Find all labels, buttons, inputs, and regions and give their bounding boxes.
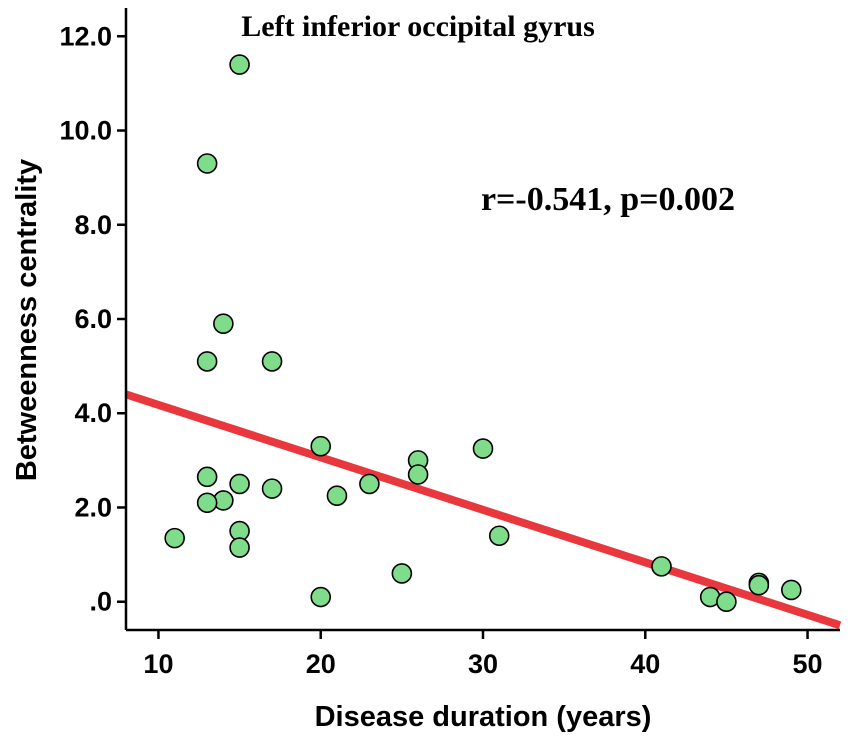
x-tick-label: 20 bbox=[306, 649, 336, 679]
data-point bbox=[488, 525, 510, 547]
data-point bbox=[196, 351, 218, 372]
data-point bbox=[261, 351, 283, 372]
data-point bbox=[213, 313, 234, 335]
data-point bbox=[651, 556, 672, 577]
y-tick-label: .0 bbox=[89, 587, 112, 617]
x-tick-label: 10 bbox=[143, 649, 173, 679]
data-point bbox=[407, 464, 429, 485]
y-tick-label: 4.0 bbox=[74, 398, 112, 428]
y-tick-label: 2.0 bbox=[74, 492, 112, 522]
fit-layer bbox=[124, 390, 842, 630]
data-point bbox=[164, 527, 185, 549]
y-tick-label: 10.0 bbox=[59, 116, 112, 146]
y-tick-label: 6.0 bbox=[74, 304, 112, 334]
points-layer bbox=[164, 54, 802, 613]
data-point bbox=[229, 537, 250, 558]
data-point bbox=[229, 473, 250, 495]
data-point bbox=[716, 591, 737, 613]
chart-title: Left inferior occipital gyrus bbox=[241, 10, 595, 43]
x-tick-label: 30 bbox=[468, 649, 498, 679]
regression-line bbox=[124, 390, 842, 630]
y-tick-label: 12.0 bbox=[59, 21, 112, 51]
data-point bbox=[196, 466, 218, 488]
x-ticks: 10 20 30 40 50 bbox=[143, 630, 823, 679]
data-point bbox=[310, 586, 332, 608]
data-point bbox=[261, 478, 283, 499]
data-point bbox=[748, 574, 770, 596]
data-point bbox=[229, 54, 250, 75]
data-point bbox=[391, 563, 413, 584]
x-axis-title: Disease duration (years) bbox=[315, 701, 652, 733]
data-point bbox=[326, 485, 348, 507]
data-point bbox=[196, 153, 218, 174]
x-tick-label: 50 bbox=[793, 649, 823, 679]
y-ticks: .0 2.0 4.0 6.0 8.0 10.0 12.0 bbox=[59, 21, 126, 617]
data-point bbox=[310, 435, 332, 457]
correlation-annotation: r=-0.541, p=0.002 bbox=[481, 181, 735, 218]
data-point bbox=[359, 473, 380, 495]
y-tick-label: 8.0 bbox=[74, 210, 112, 240]
data-point bbox=[196, 492, 218, 514]
data-point bbox=[781, 579, 802, 601]
data-point bbox=[472, 438, 494, 459]
x-tick-label: 40 bbox=[630, 649, 660, 679]
y-axis-title: Betweenness centrality bbox=[11, 159, 43, 481]
